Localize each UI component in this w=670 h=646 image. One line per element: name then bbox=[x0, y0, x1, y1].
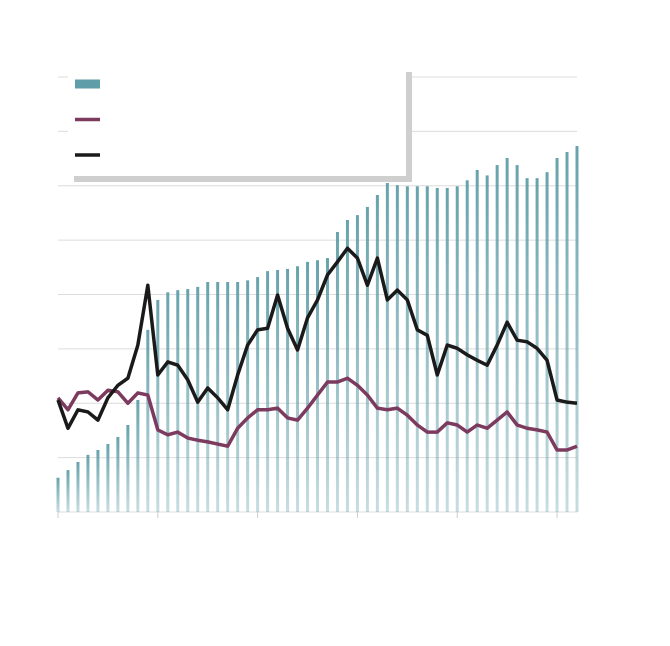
bar bbox=[505, 158, 509, 513]
bar bbox=[545, 172, 549, 512]
bar bbox=[96, 450, 100, 512]
bar bbox=[475, 169, 479, 512]
legend-swatch bbox=[75, 79, 100, 89]
bar bbox=[166, 292, 170, 512]
bar bbox=[435, 187, 439, 513]
bar bbox=[405, 186, 409, 512]
bar bbox=[306, 261, 310, 512]
bar bbox=[76, 461, 80, 512]
bar bbox=[176, 290, 180, 512]
bar bbox=[375, 194, 379, 512]
bar bbox=[495, 165, 499, 512]
bar bbox=[106, 444, 110, 512]
bar bbox=[415, 186, 419, 512]
bar bbox=[226, 281, 230, 512]
bar bbox=[236, 281, 240, 512]
bar bbox=[535, 178, 539, 512]
bar bbox=[136, 399, 140, 512]
bar bbox=[465, 180, 469, 512]
bar bbox=[555, 158, 559, 513]
bar bbox=[335, 231, 339, 512]
bar bbox=[276, 270, 280, 512]
bar bbox=[355, 215, 359, 513]
legend-box bbox=[68, 66, 406, 176]
bar bbox=[565, 152, 569, 512]
bar bbox=[56, 477, 60, 512]
bar bbox=[525, 178, 529, 512]
bar bbox=[575, 146, 579, 512]
bar bbox=[425, 186, 429, 512]
bar bbox=[485, 175, 489, 512]
bar bbox=[256, 277, 260, 512]
bar bbox=[385, 183, 389, 512]
bar bbox=[345, 220, 349, 512]
bar bbox=[116, 436, 120, 512]
bar bbox=[365, 206, 369, 513]
bar bbox=[206, 281, 210, 512]
bar bbox=[246, 280, 250, 512]
bar bbox=[286, 268, 290, 512]
bar bbox=[266, 271, 270, 512]
bar bbox=[156, 299, 160, 512]
bar bbox=[395, 185, 399, 513]
bar bbox=[296, 266, 300, 512]
bar bbox=[186, 289, 190, 512]
bar bbox=[316, 260, 319, 512]
bar bbox=[146, 329, 150, 512]
line bbox=[56, 246, 578, 431]
bar bbox=[66, 470, 70, 512]
bar bbox=[325, 258, 329, 512]
line bbox=[56, 376, 578, 452]
bar bbox=[86, 454, 90, 512]
bar bbox=[126, 425, 130, 512]
